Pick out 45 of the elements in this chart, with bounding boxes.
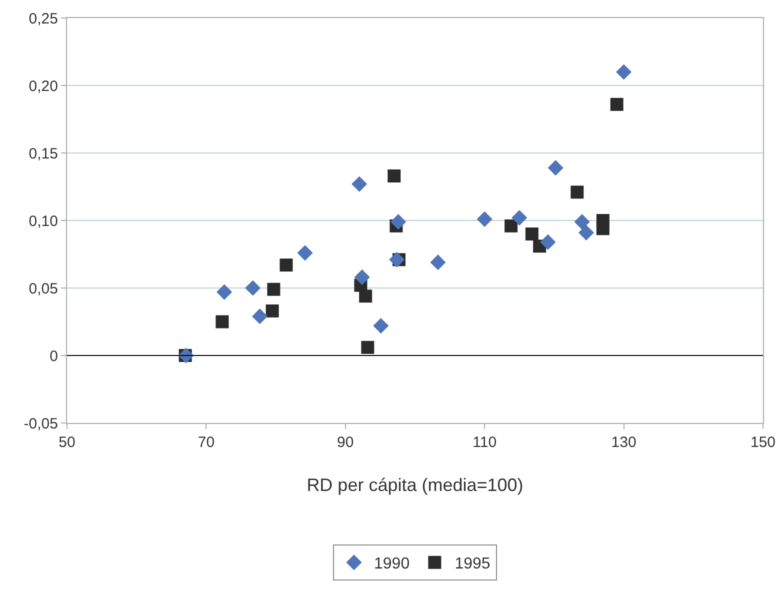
legend-label: 1995	[454, 556, 490, 573]
y-tick-label: 0,15	[28, 145, 58, 162]
point	[361, 340, 374, 354]
x-tick-label: 110	[472, 434, 497, 451]
point	[352, 176, 368, 192]
point	[266, 304, 279, 318]
point	[548, 160, 564, 176]
x-tick-label: 70	[198, 434, 215, 451]
x-axis-title: RD per cápita (media=100)	[306, 475, 524, 496]
point	[430, 254, 446, 270]
point	[216, 315, 229, 328]
point	[389, 252, 405, 268]
point	[540, 234, 556, 250]
x-tick-label: 50	[58, 434, 76, 451]
point	[280, 258, 293, 272]
point	[596, 222, 610, 236]
y-tick-label: 0,20	[28, 78, 58, 95]
point	[216, 284, 232, 300]
point	[388, 169, 401, 182]
point	[610, 98, 624, 111]
point	[616, 64, 632, 80]
point	[390, 214, 406, 230]
point	[359, 290, 372, 303]
x-tick-label: 130	[611, 434, 636, 451]
y-tick-label: 0,05	[28, 280, 58, 298]
point	[574, 214, 590, 230]
x-tick-label: 150	[750, 434, 776, 451]
point	[354, 269, 370, 285]
x-tick-label: 90	[337, 434, 354, 451]
point	[570, 186, 584, 199]
legend-label: 1990	[374, 556, 410, 573]
point	[578, 224, 594, 240]
point	[267, 282, 280, 296]
y-tick-label: 0,10	[28, 212, 58, 230]
point	[297, 245, 313, 261]
point	[504, 219, 518, 232]
point	[245, 280, 261, 296]
y-tick-label: 0,25	[28, 10, 58, 28]
point	[373, 318, 389, 334]
point	[525, 228, 538, 240]
point	[512, 210, 528, 226]
point	[476, 211, 492, 227]
point	[252, 308, 268, 324]
y-tick-label: 0	[50, 348, 58, 365]
y-tick-label: -0,05	[24, 415, 58, 432]
